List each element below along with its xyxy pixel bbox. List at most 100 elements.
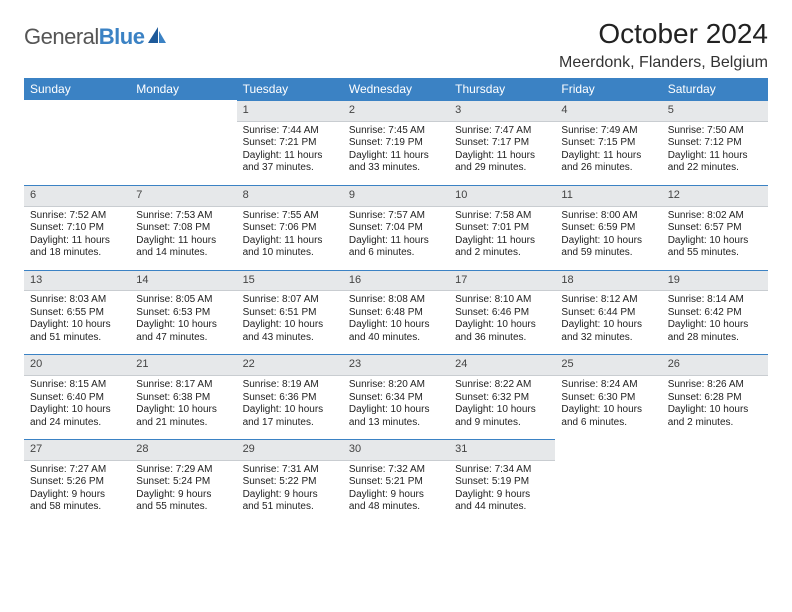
weekday-header: Friday — [555, 78, 661, 100]
sunrise-text: Sunrise: 8:05 AM — [136, 294, 230, 307]
weekday-header: Monday — [130, 78, 236, 100]
daylight-text: Daylight: 10 hours and 40 minutes. — [349, 319, 443, 344]
sunset-text: Sunset: 7:04 PM — [349, 222, 443, 235]
sunrise-text: Sunrise: 8:10 AM — [455, 294, 549, 307]
logo-blue: Blue — [99, 24, 145, 49]
day-number: 25 — [555, 354, 661, 376]
calendar-cell: 16Sunrise: 8:08 AMSunset: 6:48 PMDayligh… — [343, 270, 449, 355]
calendar-cell: 23Sunrise: 8:20 AMSunset: 6:34 PMDayligh… — [343, 354, 449, 439]
day-body: Sunrise: 8:00 AMSunset: 6:59 PMDaylight:… — [555, 207, 661, 270]
calendar-cell: 18Sunrise: 8:12 AMSunset: 6:44 PMDayligh… — [555, 270, 661, 355]
sunrise-text: Sunrise: 7:52 AM — [30, 210, 124, 223]
day-body: Sunrise: 8:22 AMSunset: 6:32 PMDaylight:… — [449, 376, 555, 439]
sunrise-text: Sunrise: 8:22 AM — [455, 379, 549, 392]
sunset-text: Sunset: 6:46 PM — [455, 307, 549, 320]
sunset-text: Sunset: 7:10 PM — [30, 222, 124, 235]
calendar-cell: 9Sunrise: 7:57 AMSunset: 7:04 PMDaylight… — [343, 185, 449, 270]
calendar-table: SundayMondayTuesdayWednesdayThursdayFrid… — [24, 78, 768, 524]
calendar-cell: 26Sunrise: 8:26 AMSunset: 6:28 PMDayligh… — [662, 354, 768, 439]
daylight-text: Daylight: 10 hours and 28 minutes. — [668, 319, 762, 344]
daylight-text: Daylight: 9 hours and 58 minutes. — [30, 489, 124, 514]
sunrise-text: Sunrise: 8:12 AM — [561, 294, 655, 307]
calendar-week-row: 27Sunrise: 7:27 AMSunset: 5:26 PMDayligh… — [24, 439, 768, 524]
calendar-cell: 25Sunrise: 8:24 AMSunset: 6:30 PMDayligh… — [555, 354, 661, 439]
sunset-text: Sunset: 6:51 PM — [243, 307, 337, 320]
daylight-text: Daylight: 10 hours and 51 minutes. — [30, 319, 124, 344]
day-number: 16 — [343, 270, 449, 292]
daylight-text: Daylight: 11 hours and 33 minutes. — [349, 150, 443, 175]
day-body: Sunrise: 7:31 AMSunset: 5:22 PMDaylight:… — [237, 461, 343, 524]
logo-text: GeneralBlue — [24, 24, 144, 50]
day-number: 24 — [449, 354, 555, 376]
sunset-text: Sunset: 7:17 PM — [455, 137, 549, 150]
day-body: Sunrise: 8:05 AMSunset: 6:53 PMDaylight:… — [130, 291, 236, 354]
sunset-text: Sunset: 6:55 PM — [30, 307, 124, 320]
day-body: Sunrise: 8:02 AMSunset: 6:57 PMDaylight:… — [662, 207, 768, 270]
title-block: October 2024 Meerdonk, Flanders, Belgium — [559, 18, 768, 72]
weekday-header: Tuesday — [237, 78, 343, 100]
daylight-text: Daylight: 10 hours and 36 minutes. — [455, 319, 549, 344]
calendar-cell: 11Sunrise: 8:00 AMSunset: 6:59 PMDayligh… — [555, 185, 661, 270]
calendar-cell: 24Sunrise: 8:22 AMSunset: 6:32 PMDayligh… — [449, 354, 555, 439]
day-number: 17 — [449, 270, 555, 292]
logo-general: General — [24, 24, 99, 49]
sunset-text: Sunset: 7:15 PM — [561, 137, 655, 150]
day-number: 22 — [237, 354, 343, 376]
weekday-header: Thursday — [449, 78, 555, 100]
sunset-text: Sunset: 7:21 PM — [243, 137, 337, 150]
day-number: 3 — [449, 100, 555, 122]
sunset-text: Sunset: 6:32 PM — [455, 392, 549, 405]
day-body: Sunrise: 7:32 AMSunset: 5:21 PMDaylight:… — [343, 461, 449, 524]
calendar-cell: 6Sunrise: 7:52 AMSunset: 7:10 PMDaylight… — [24, 185, 130, 270]
weekday-header: Saturday — [662, 78, 768, 100]
calendar-cell: 2Sunrise: 7:45 AMSunset: 7:19 PMDaylight… — [343, 100, 449, 185]
daylight-text: Daylight: 11 hours and 26 minutes. — [561, 150, 655, 175]
day-number: 1 — [237, 100, 343, 122]
header: GeneralBlue October 2024 Meerdonk, Fland… — [24, 18, 768, 72]
sunrise-text: Sunrise: 7:31 AM — [243, 464, 337, 477]
sunrise-text: Sunrise: 7:47 AM — [455, 125, 549, 138]
day-number: 18 — [555, 270, 661, 292]
sunrise-text: Sunrise: 7:58 AM — [455, 210, 549, 223]
sunset-text: Sunset: 6:48 PM — [349, 307, 443, 320]
daylight-text: Daylight: 10 hours and 32 minutes. — [561, 319, 655, 344]
calendar-week-row: 1Sunrise: 7:44 AMSunset: 7:21 PMDaylight… — [24, 100, 768, 185]
sunset-text: Sunset: 6:30 PM — [561, 392, 655, 405]
day-number: 5 — [662, 100, 768, 122]
sunset-text: Sunset: 5:24 PM — [136, 476, 230, 489]
calendar-cell: 29Sunrise: 7:31 AMSunset: 5:22 PMDayligh… — [237, 439, 343, 524]
calendar-cell: 22Sunrise: 8:19 AMSunset: 6:36 PMDayligh… — [237, 354, 343, 439]
calendar-cell — [130, 100, 236, 185]
weekday-header: Sunday — [24, 78, 130, 100]
day-body: Sunrise: 7:29 AMSunset: 5:24 PMDaylight:… — [130, 461, 236, 524]
day-body: Sunrise: 7:47 AMSunset: 7:17 PMDaylight:… — [449, 122, 555, 185]
sunset-text: Sunset: 6:34 PM — [349, 392, 443, 405]
sunrise-text: Sunrise: 7:53 AM — [136, 210, 230, 223]
calendar-week-row: 13Sunrise: 8:03 AMSunset: 6:55 PMDayligh… — [24, 270, 768, 355]
day-number: 11 — [555, 185, 661, 207]
calendar-cell: 4Sunrise: 7:49 AMSunset: 7:15 PMDaylight… — [555, 100, 661, 185]
calendar-week-row: 6Sunrise: 7:52 AMSunset: 7:10 PMDaylight… — [24, 185, 768, 270]
calendar-cell: 20Sunrise: 8:15 AMSunset: 6:40 PMDayligh… — [24, 354, 130, 439]
daylight-text: Daylight: 10 hours and 47 minutes. — [136, 319, 230, 344]
daylight-text: Daylight: 10 hours and 9 minutes. — [455, 404, 549, 429]
calendar-cell: 19Sunrise: 8:14 AMSunset: 6:42 PMDayligh… — [662, 270, 768, 355]
day-body: Sunrise: 7:27 AMSunset: 5:26 PMDaylight:… — [24, 461, 130, 524]
day-body: Sunrise: 7:34 AMSunset: 5:19 PMDaylight:… — [449, 461, 555, 524]
calendar-cell: 13Sunrise: 8:03 AMSunset: 6:55 PMDayligh… — [24, 270, 130, 355]
day-body: Sunrise: 8:08 AMSunset: 6:48 PMDaylight:… — [343, 291, 449, 354]
day-number: 27 — [24, 439, 130, 461]
daylight-text: Daylight: 10 hours and 2 minutes. — [668, 404, 762, 429]
sunset-text: Sunset: 5:26 PM — [30, 476, 124, 489]
day-body: Sunrise: 7:55 AMSunset: 7:06 PMDaylight:… — [237, 207, 343, 270]
day-body: Sunrise: 8:26 AMSunset: 6:28 PMDaylight:… — [662, 376, 768, 439]
calendar-cell: 8Sunrise: 7:55 AMSunset: 7:06 PMDaylight… — [237, 185, 343, 270]
daylight-text: Daylight: 11 hours and 10 minutes. — [243, 235, 337, 260]
day-number: 23 — [343, 354, 449, 376]
calendar-cell: 5Sunrise: 7:50 AMSunset: 7:12 PMDaylight… — [662, 100, 768, 185]
day-number: 10 — [449, 185, 555, 207]
day-number: 30 — [343, 439, 449, 461]
sunrise-text: Sunrise: 8:20 AM — [349, 379, 443, 392]
day-body: Sunrise: 8:14 AMSunset: 6:42 PMDaylight:… — [662, 291, 768, 354]
day-number: 26 — [662, 354, 768, 376]
